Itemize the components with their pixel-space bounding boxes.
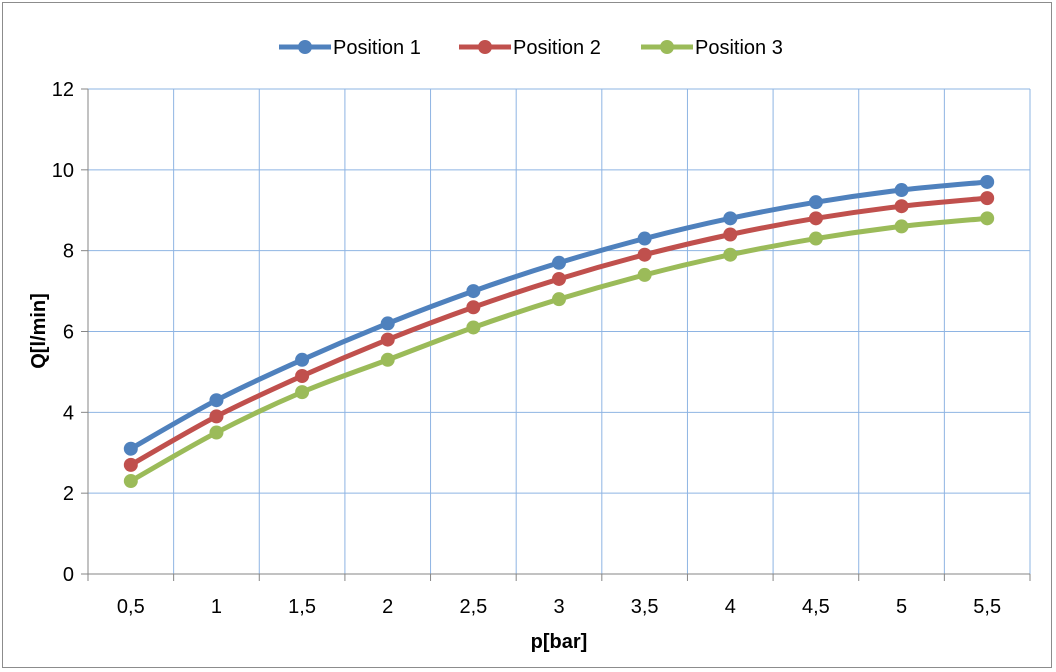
- y-tick-label: 8: [63, 241, 74, 263]
- x-tick-label: 0,5: [117, 596, 145, 618]
- data-point: [637, 247, 652, 262]
- data-point: [466, 320, 481, 335]
- grid-lines: [88, 88, 1031, 574]
- data-point: [980, 211, 995, 226]
- y-tick-labels: 0 2 4 6 8 10 12: [52, 79, 74, 586]
- x-tick-label: 5: [896, 596, 907, 618]
- x-tick-label: 2: [382, 596, 393, 618]
- x-tick-label: 5,5: [973, 596, 1001, 618]
- x-tick-label: 1: [211, 596, 222, 618]
- data-point: [295, 385, 310, 400]
- data-point: [295, 352, 310, 367]
- legend-item-3: Position 3: [641, 37, 783, 59]
- data-point: [637, 231, 652, 246]
- data-point: [466, 300, 481, 315]
- data-point: [723, 227, 738, 242]
- data-point: [123, 441, 138, 456]
- x-tick-label: 3: [553, 596, 564, 618]
- legend: Position 1 Position 2 Position 3: [279, 37, 783, 59]
- x-tick-label: 4: [725, 596, 736, 618]
- legend-item-2: Position 2: [459, 37, 601, 59]
- y-tick-label: 2: [63, 483, 74, 505]
- legend-marker: [478, 40, 492, 54]
- data-point: [209, 425, 224, 440]
- series-lines: [123, 174, 995, 489]
- x-tick-label: 3,5: [631, 596, 659, 618]
- data-point: [552, 292, 566, 307]
- y-tick-label: 10: [52, 160, 74, 182]
- x-tick-labels: 0,5 1 1,5 2 2,5 3 3,5 4 4,5 5 5,5: [117, 596, 1001, 618]
- data-point: [552, 255, 566, 270]
- y-tick-label: 12: [52, 79, 74, 101]
- legend-label: Position 1: [333, 37, 421, 59]
- legend-item-1: Position 1: [279, 37, 421, 59]
- data-point: [380, 332, 395, 347]
- data-point: [552, 271, 566, 286]
- series-2: [123, 191, 995, 472]
- data-point: [380, 352, 395, 367]
- data-point: [808, 231, 823, 246]
- y-tick-label: 6: [63, 322, 74, 344]
- y-tick-label: 4: [63, 402, 74, 424]
- legend-marker: [298, 40, 312, 54]
- data-point: [123, 474, 138, 489]
- data-point: [894, 183, 909, 198]
- data-point: [894, 199, 909, 214]
- data-point: [123, 457, 138, 472]
- data-point: [637, 267, 652, 282]
- axes: [81, 88, 1031, 581]
- data-point: [209, 393, 224, 408]
- data-point: [723, 247, 738, 262]
- y-tick-label: 0: [63, 564, 74, 586]
- series-1: [123, 174, 995, 456]
- x-axis-title: p[bar]: [531, 631, 588, 653]
- x-tick-label: 2,5: [459, 596, 487, 618]
- data-point: [295, 368, 310, 383]
- legend-label: Position 3: [695, 37, 783, 59]
- data-point: [723, 211, 738, 226]
- legend-marker: [660, 40, 674, 54]
- y-axis-title: Q[l/min]: [28, 293, 50, 369]
- data-point: [466, 284, 481, 299]
- data-point: [808, 211, 823, 226]
- legend-label: Position 2: [513, 37, 601, 59]
- data-point: [894, 219, 909, 234]
- data-point: [980, 191, 995, 206]
- data-point: [209, 409, 224, 424]
- series-3: [123, 211, 995, 489]
- data-point: [808, 195, 823, 210]
- x-tick-label: 1,5: [288, 596, 316, 618]
- x-tick-label: 4,5: [802, 596, 830, 618]
- data-point: [380, 316, 395, 331]
- data-point: [980, 174, 995, 189]
